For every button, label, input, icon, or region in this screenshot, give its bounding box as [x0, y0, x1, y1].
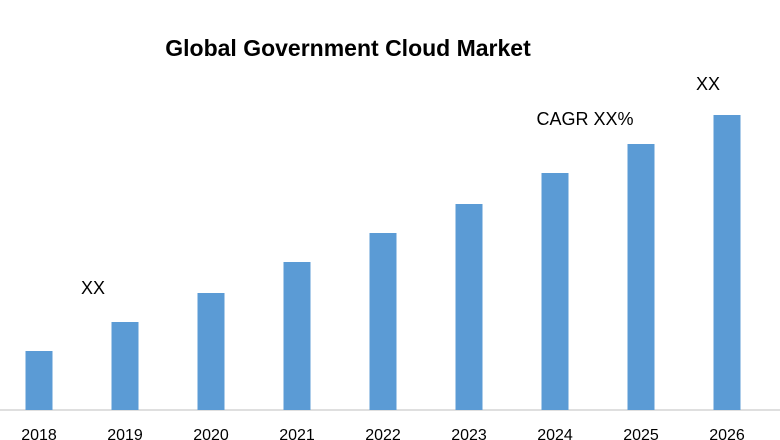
x-tick-label: 2024	[537, 427, 573, 440]
x-tick-label: 2026	[709, 427, 745, 440]
x-tick-label: 2022	[365, 427, 401, 440]
bar	[713, 115, 741, 410]
bar	[541, 173, 569, 410]
annotation: XX	[696, 74, 720, 94]
annotation: XX	[81, 278, 105, 298]
bar	[369, 233, 397, 410]
x-tick-label: 2018	[21, 427, 57, 440]
x-tick-label: 2020	[193, 427, 229, 440]
x-tick-label: 2025	[623, 427, 659, 440]
bar	[25, 351, 53, 410]
bar	[455, 204, 483, 410]
x-tick-label: 2021	[279, 427, 315, 440]
x-tick-label: 2023	[451, 427, 487, 440]
bar	[197, 293, 225, 410]
bar	[111, 322, 139, 410]
annotation: CAGR XX%	[536, 109, 633, 129]
chart-title: Global Government Cloud Market	[165, 35, 531, 61]
x-tick-label: 2019	[107, 427, 143, 440]
bar	[283, 262, 311, 410]
bar	[627, 144, 655, 410]
